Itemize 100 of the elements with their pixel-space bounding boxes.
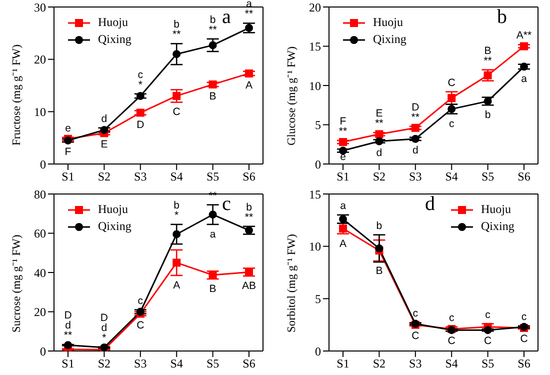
annotation: c: [448, 312, 454, 324]
legend-label: Huoju: [373, 14, 403, 31]
annotation: b: [497, 6, 507, 29]
annotation: c: [521, 310, 527, 323]
annotation: *: [138, 78, 142, 91]
x-tick-label: S1: [62, 170, 74, 184]
annotation: **: [172, 28, 181, 41]
annotation: c: [412, 308, 418, 320]
annotation: c: [485, 308, 490, 321]
x-tick-label: S3: [409, 170, 422, 184]
annotation: e: [65, 122, 72, 134]
y-tick-label: 10: [309, 78, 321, 93]
legend-label: Huoju: [98, 14, 128, 31]
annotation: b: [376, 220, 382, 232]
annotation: c: [222, 193, 231, 216]
annotation: *: [102, 332, 106, 344]
y-tick-label: 5: [315, 118, 321, 132]
y-tick-label: 0: [40, 157, 46, 172]
y-tick-label: 40: [34, 266, 46, 280]
annotation: **: [484, 54, 492, 67]
y-tick-label: 0: [40, 344, 46, 358]
y-tick-label: 30: [34, 0, 46, 14]
annotation: A: [245, 80, 253, 92]
y-tick-label: 80: [34, 187, 46, 202]
y-tick-label: 20: [34, 52, 46, 67]
x-tick-label: S2: [372, 356, 386, 371]
y-axis-title: Fructose (mg g⁻¹ FW): [11, 44, 24, 146]
annotation: a: [210, 228, 216, 240]
legend-label: Qixing: [98, 218, 132, 235]
annotation: a: [340, 200, 346, 212]
x-tick-label: S6: [242, 356, 256, 371]
annotation: **: [208, 24, 217, 36]
annotation: C: [448, 76, 456, 89]
annotation: B: [209, 90, 216, 103]
y-tick-label: 60: [34, 226, 46, 241]
x-tick-label: S1: [336, 170, 350, 184]
annotation: c: [448, 118, 454, 130]
annotation: d: [376, 146, 382, 159]
annotation: B: [376, 264, 383, 277]
x-tick-label: S6: [242, 170, 256, 184]
annotation: d: [412, 144, 418, 156]
legend-label: Qixing: [373, 31, 406, 48]
annotation: d: [101, 322, 108, 334]
annotation: d: [101, 112, 108, 125]
annotation: **: [244, 8, 254, 20]
legend-label: Huoju: [98, 201, 128, 218]
x-tick-label: S5: [206, 170, 220, 184]
annotation: c: [138, 68, 144, 81]
legend-label: Huoju: [481, 201, 511, 218]
annotation: C: [172, 106, 181, 118]
annotation: A**: [516, 30, 532, 42]
annotation: b: [210, 14, 216, 26]
annotation: F: [64, 146, 72, 158]
y-tick-label: 5: [315, 292, 321, 306]
y-tick-label: 10: [34, 104, 46, 119]
annotation: a: [222, 6, 231, 29]
x-tick-label: S4: [170, 356, 183, 371]
y-axis-title: Sucrose (mg g⁻¹ FW): [11, 234, 24, 332]
annotation: C: [520, 333, 528, 346]
x-tick-label: S3: [134, 356, 147, 371]
annotation: b: [484, 109, 491, 122]
x-tick-label: S6: [518, 356, 530, 371]
x-tick-label: S5: [481, 356, 494, 371]
annotation: D: [64, 310, 72, 322]
annotation: **: [64, 330, 72, 342]
annotation: b: [174, 199, 180, 212]
y-axis-title: Sorbitol (mg g⁻¹ FW): [286, 234, 298, 332]
annotation: D: [100, 312, 108, 324]
x-tick-label: S4: [445, 170, 458, 184]
x-tick-label: S2: [98, 356, 111, 371]
y-axis-title: Glucose (mg g⁻¹ FW): [286, 46, 298, 146]
x-tick-label: S5: [481, 170, 494, 184]
annotation: d: [65, 320, 72, 332]
annotation: C: [448, 335, 456, 348]
annotation: **: [244, 211, 254, 224]
annotation: d: [425, 193, 435, 216]
annotation: **: [375, 118, 384, 130]
x-tick-label: S2: [372, 170, 386, 184]
annotation: F: [340, 115, 346, 128]
annotation: *: [174, 209, 179, 222]
x-tick-label: S4: [170, 170, 183, 184]
annotation: C: [412, 330, 420, 342]
annotation: e: [340, 151, 346, 163]
x-tick-label: S3: [409, 356, 422, 371]
annotation: b: [246, 201, 252, 214]
x-tick-label: S1: [62, 356, 74, 371]
annotation: B: [209, 282, 216, 295]
annotation: A: [339, 238, 347, 250]
annotation: E: [376, 108, 383, 120]
legend-label: Qixing: [98, 31, 132, 48]
annotation: c: [138, 294, 144, 307]
annotation: C: [484, 335, 492, 348]
x-tick-label: S4: [445, 356, 458, 371]
legend-label: Qixing: [481, 218, 514, 235]
y-tick-label: 0: [315, 344, 321, 358]
y-tick-label: 0: [315, 157, 321, 172]
annotation: E: [100, 138, 108, 151]
y-tick-label: 15: [309, 40, 321, 54]
annotation: D: [412, 101, 420, 114]
y-tick-label: 15: [309, 187, 321, 202]
